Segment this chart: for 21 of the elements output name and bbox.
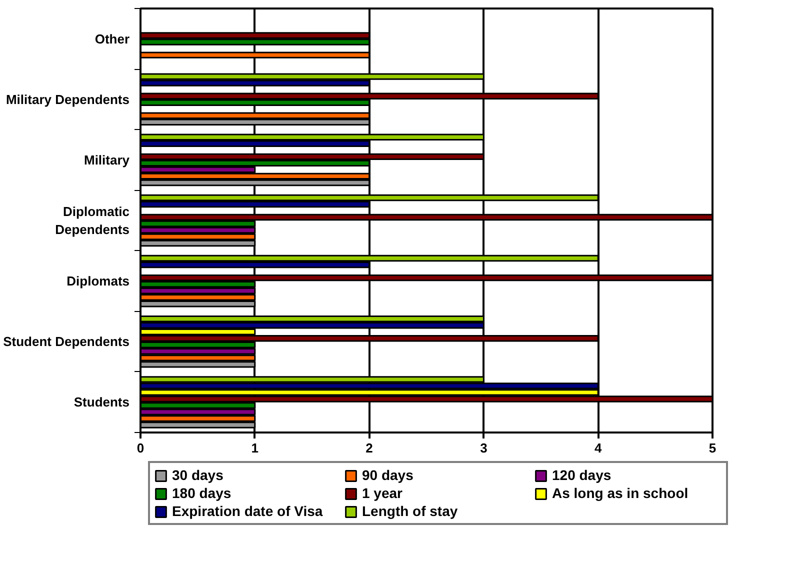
y-tick-label: Diplomatic Dependents — [55, 204, 130, 237]
x-tick-label: 5 — [708, 440, 716, 456]
y-tick-label: Students — [74, 394, 130, 410]
y-tick-label: Other — [94, 31, 130, 46]
legend-label: 120 days — [552, 467, 612, 483]
x-tick-label: 2 — [366, 440, 373, 456]
legend-label: 1 year — [362, 485, 404, 501]
legend-label: Expiration date of Visa — [172, 503, 324, 519]
legend-label: 180 days — [172, 485, 232, 501]
legend-label: 90 days — [362, 467, 414, 483]
x-tick-label: 0 — [136, 440, 144, 456]
legend-label: Length of stay — [362, 503, 459, 519]
x-tick-label: 1 — [251, 440, 259, 456]
y-tick-label: Diplomats — [66, 274, 130, 289]
legend-label: 30 days — [172, 467, 224, 483]
legend-label: As long as in school — [552, 485, 690, 501]
y-tick-label: Military Dependents — [6, 92, 130, 107]
x-tick-label: 4 — [594, 440, 602, 456]
y-tick-label: Military — [84, 152, 130, 168]
y-tick-label: Student Dependents — [3, 334, 130, 350]
x-tick-label: 3 — [480, 440, 488, 456]
